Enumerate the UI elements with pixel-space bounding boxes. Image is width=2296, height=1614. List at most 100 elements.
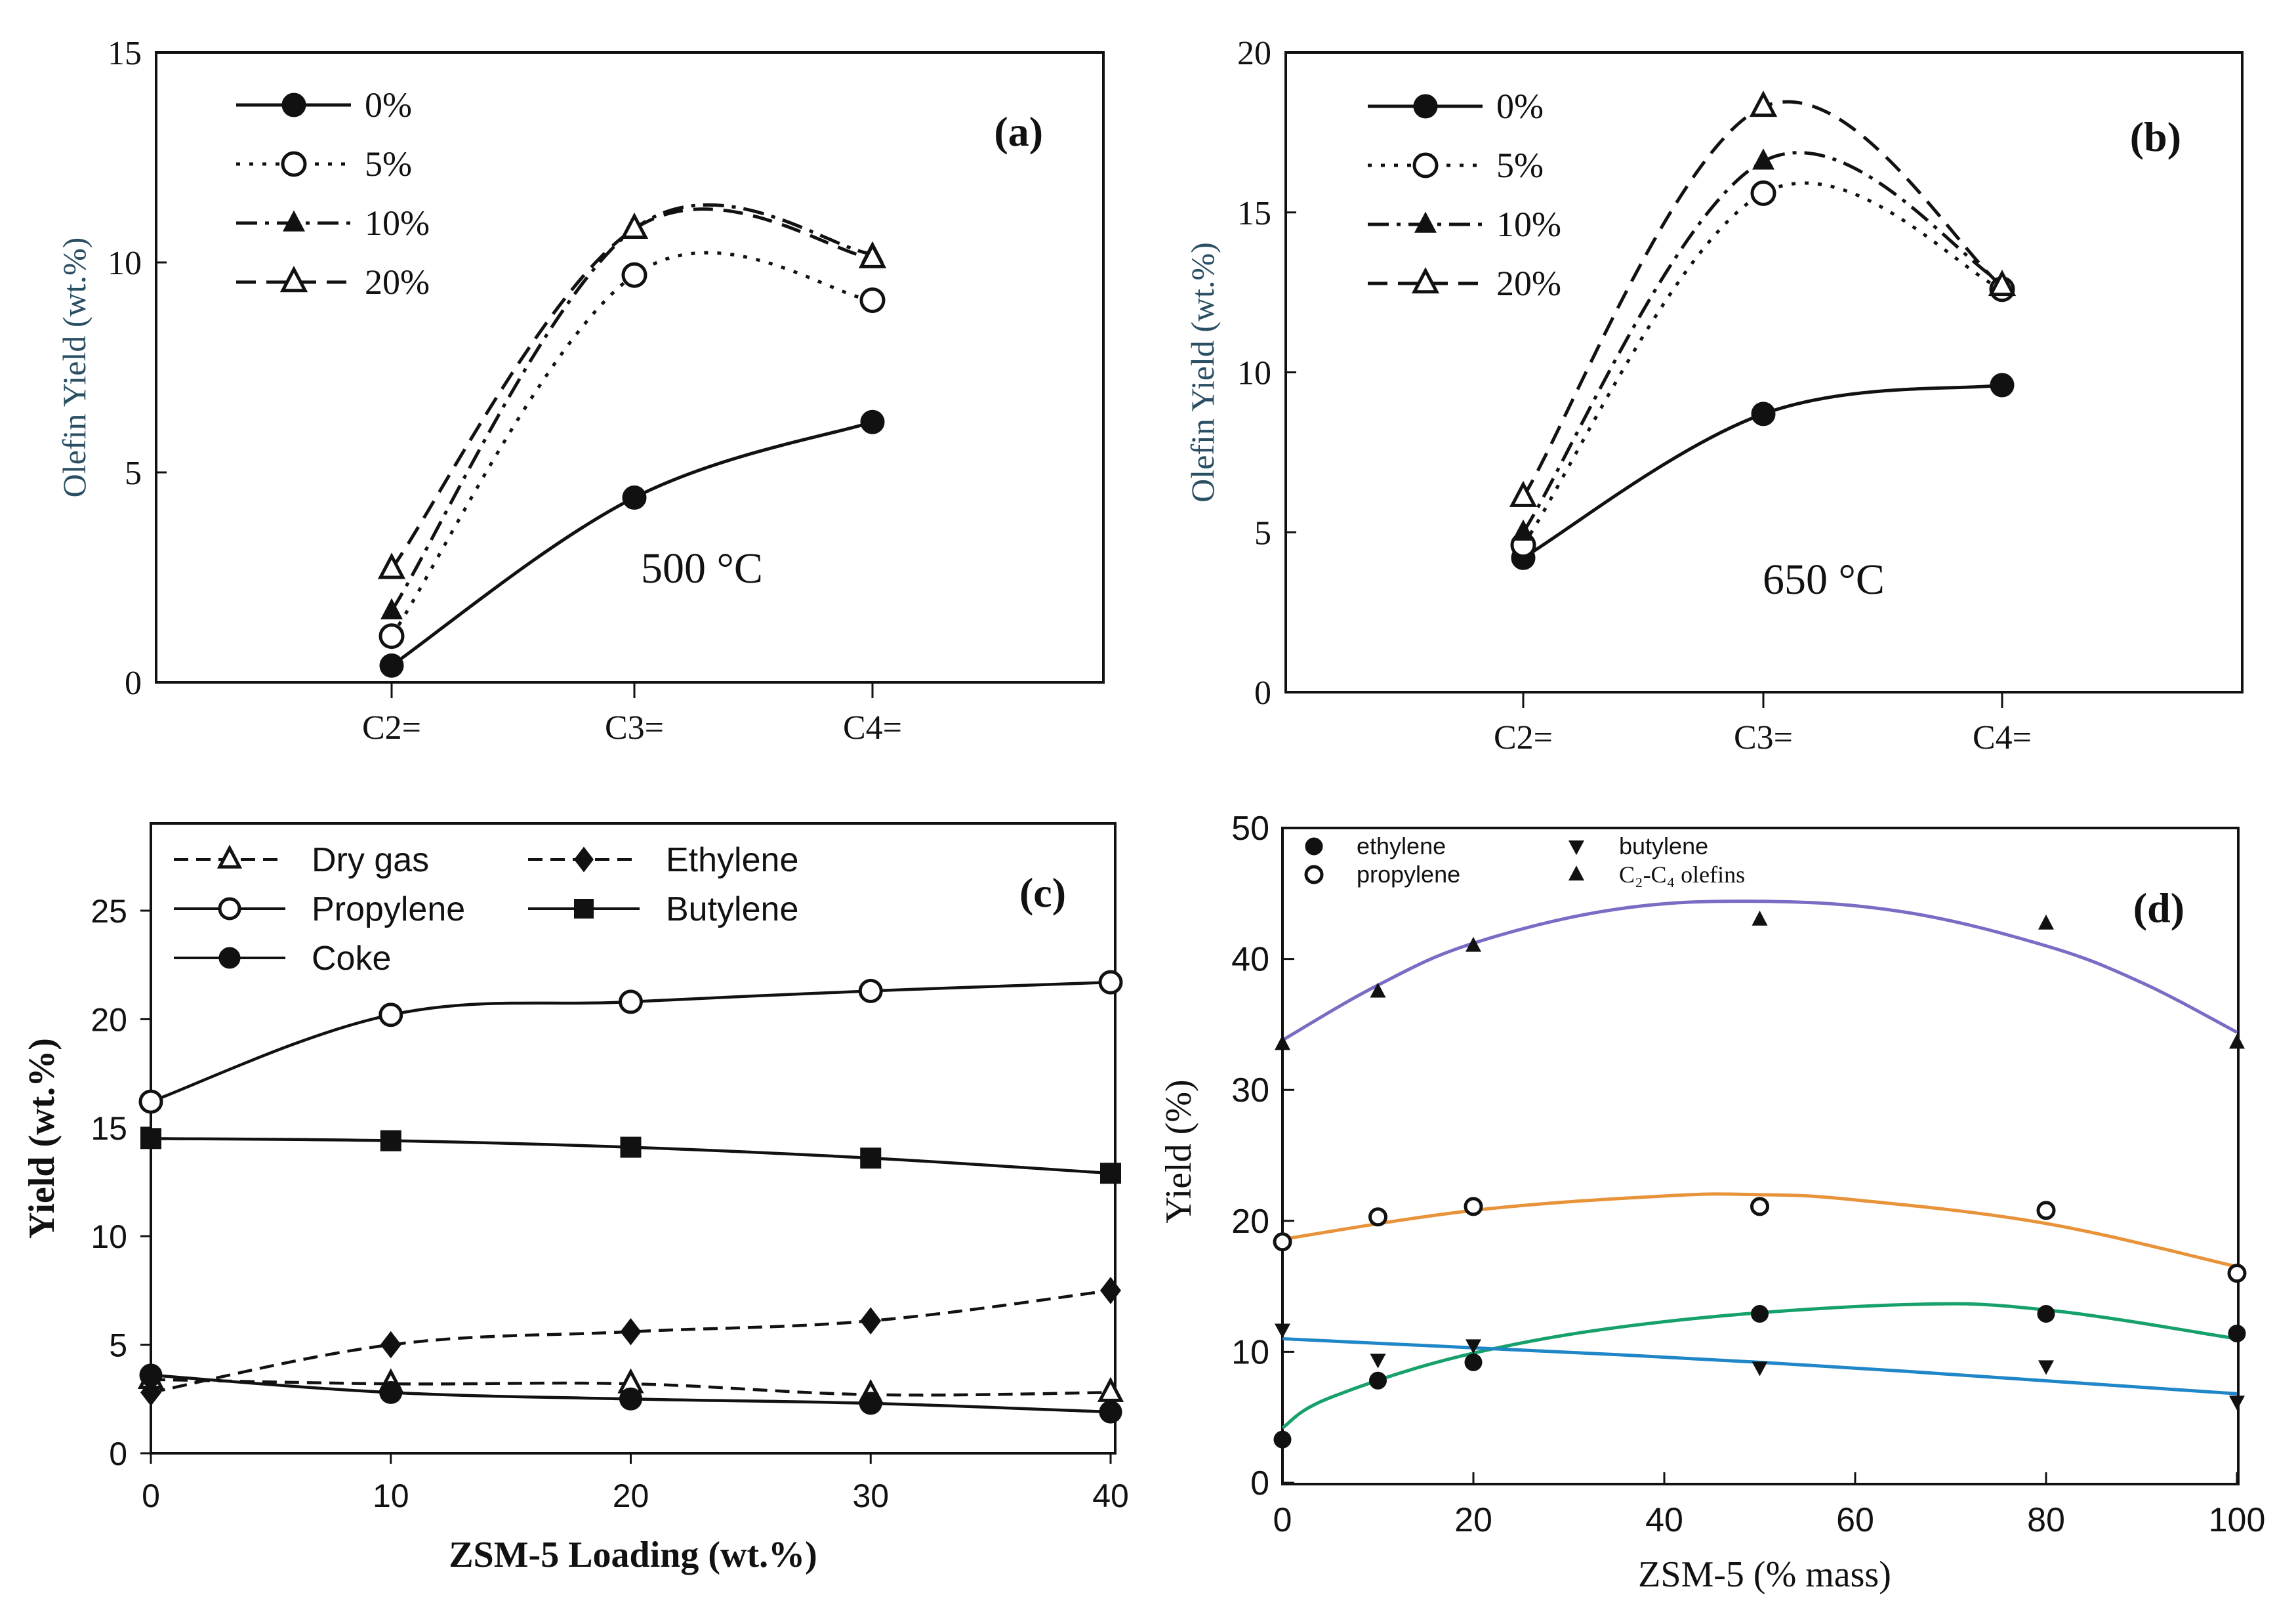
legend-marker bbox=[1412, 152, 1439, 178]
data-point bbox=[2038, 1360, 2054, 1375]
y-tick-label: 30 bbox=[1231, 1071, 1269, 1109]
x-tick-label: 40 bbox=[1092, 1478, 1129, 1514]
legend-label: 0% bbox=[365, 85, 412, 125]
data-point bbox=[1464, 1353, 1483, 1371]
x-axis-label: ZSM-5 (% mass) bbox=[1638, 1554, 1891, 1595]
y-tick-label: 0 bbox=[1250, 1464, 1269, 1502]
data-point bbox=[1099, 1400, 1122, 1424]
series-line bbox=[390, 251, 873, 637]
data-point bbox=[859, 1392, 882, 1415]
series-line bbox=[1521, 151, 2003, 533]
legend-label: Coke bbox=[312, 940, 391, 978]
data-point bbox=[1273, 1232, 1292, 1252]
data-point bbox=[380, 1331, 401, 1359]
y-tick-label: 15 bbox=[1237, 195, 1271, 232]
legend-marker bbox=[1411, 267, 1440, 294]
legend-label: Ethylene bbox=[666, 841, 798, 879]
legend-label: 10% bbox=[365, 203, 430, 243]
legend-marker bbox=[283, 210, 305, 232]
y-tick-label: 5 bbox=[109, 1327, 127, 1364]
legend-label: 5% bbox=[1496, 146, 1544, 185]
data-point bbox=[2038, 914, 2054, 930]
y-tick-label: 0 bbox=[109, 1436, 127, 1472]
y-axis-label: Olefin Yield (wt.%) bbox=[56, 238, 92, 498]
x-tick-label: C4= bbox=[1973, 719, 2032, 756]
data-point bbox=[1749, 90, 1778, 117]
x-tick-label: C2= bbox=[362, 709, 421, 747]
data-point bbox=[1100, 1163, 1121, 1184]
x-tick-label: 20 bbox=[1454, 1501, 1492, 1539]
data-point bbox=[620, 212, 649, 239]
data-point bbox=[2228, 1324, 2246, 1342]
x-tick-label: C2= bbox=[1494, 719, 1553, 756]
panel-a: 0 5 10 15 C2= C3= C4= Olefin Yield (wt.%) 0% 5% 10… bbox=[56, 35, 1105, 747]
data-point bbox=[1275, 1323, 1290, 1338]
y-tick-label: 15 bbox=[91, 1110, 127, 1147]
data-point bbox=[1100, 1277, 1121, 1304]
data-point bbox=[860, 1148, 882, 1169]
data-point bbox=[1509, 480, 1538, 507]
data-point bbox=[1751, 1305, 1769, 1323]
y-tick-label: 40 bbox=[1231, 941, 1269, 979]
x-tick-label: 40 bbox=[1645, 1501, 1683, 1539]
y-tick-label: 20 bbox=[1237, 35, 1271, 72]
y-tick-label: 10 bbox=[1237, 355, 1271, 392]
y-tick-label: 0 bbox=[125, 665, 142, 702]
legend-marker bbox=[1568, 840, 1584, 856]
data-point bbox=[380, 598, 403, 619]
data-point bbox=[380, 1130, 401, 1151]
x-tick-label: 100 bbox=[2209, 1501, 2266, 1539]
panel-c: 0 5 10 15 20 25 0 10 20 30 40 ZSM-5 Loading (wt.%) Y… bbox=[22, 822, 1129, 1575]
data-point bbox=[621, 262, 647, 288]
data-point bbox=[1466, 1339, 1481, 1354]
series-line bbox=[1521, 181, 2003, 547]
x-tick-label: 30 bbox=[852, 1478, 889, 1514]
data-point bbox=[1097, 1376, 1124, 1402]
x-tick-label: 10 bbox=[373, 1478, 409, 1514]
legend-marker bbox=[1568, 865, 1584, 880]
data-point bbox=[140, 1128, 161, 1149]
y-tick-label: 15 bbox=[108, 35, 142, 72]
legend-label: Propylene bbox=[312, 890, 465, 928]
panel-label: (d) bbox=[2133, 884, 2184, 931]
series-line bbox=[390, 207, 873, 570]
data-point bbox=[1751, 402, 1776, 426]
y-axis-label: Yield (%) bbox=[1158, 1079, 1199, 1223]
x-tick-label: 0 bbox=[142, 1478, 160, 1514]
fit-curve bbox=[1281, 1302, 2238, 1430]
data-point bbox=[1370, 982, 1386, 998]
y-tick-label: 25 bbox=[91, 893, 127, 930]
data-point bbox=[379, 653, 404, 678]
legend-label: butylene bbox=[1619, 833, 1708, 859]
y-tick-label: 10 bbox=[91, 1218, 127, 1255]
plot-frame bbox=[155, 51, 1105, 684]
x-tick-label: C3= bbox=[605, 709, 664, 747]
data-point bbox=[860, 409, 885, 434]
data-point bbox=[2227, 1264, 2247, 1283]
legend-marker bbox=[1305, 837, 1323, 856]
legend-label: Dry gas bbox=[312, 841, 429, 879]
data-point bbox=[622, 485, 647, 510]
data-point bbox=[1464, 1197, 1483, 1216]
y-tick-label: 50 bbox=[1231, 810, 1269, 848]
x-tick-label: C3= bbox=[1734, 719, 1793, 756]
data-point bbox=[860, 1307, 882, 1335]
data-point bbox=[1752, 148, 1774, 170]
data-point bbox=[379, 1380, 403, 1404]
x-tick-label: 20 bbox=[613, 1478, 649, 1514]
data-point bbox=[138, 1089, 163, 1114]
series-line bbox=[150, 1289, 1111, 1394]
legend-label: 5% bbox=[365, 144, 412, 184]
y-tick-label: 0 bbox=[1254, 674, 1271, 712]
data-point bbox=[1273, 1430, 1292, 1449]
data-point bbox=[1752, 1361, 1768, 1376]
data-point bbox=[620, 1317, 642, 1346]
legend-label: Butylene bbox=[666, 890, 798, 928]
data-point bbox=[1098, 970, 1123, 995]
legend-label: 20% bbox=[365, 262, 430, 302]
legend-marker bbox=[281, 93, 306, 117]
data-point bbox=[2036, 1201, 2056, 1220]
data-point bbox=[1275, 1035, 1290, 1050]
data-point bbox=[1512, 519, 1534, 541]
